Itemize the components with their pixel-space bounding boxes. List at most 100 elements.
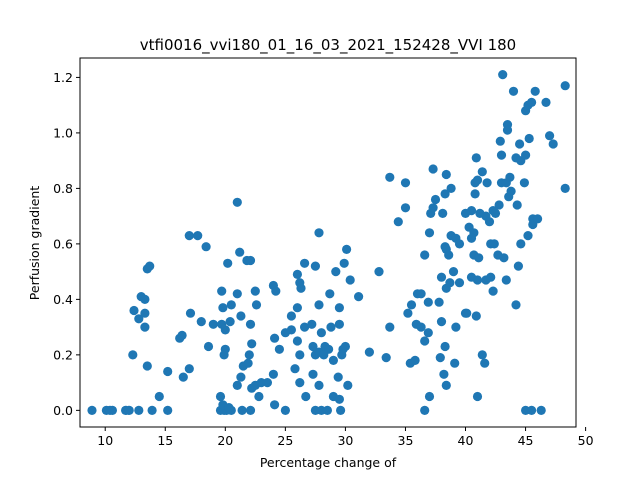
- data-point: [308, 369, 318, 379]
- data-point: [217, 319, 227, 329]
- data-point: [454, 239, 465, 249]
- data-point: [154, 391, 164, 402]
- data-point: [548, 139, 558, 149]
- data-point: [325, 289, 335, 299]
- data-point: [428, 164, 438, 174]
- data-point: [274, 344, 284, 354]
- y-axis: 0.0 0.2 0.4 0.6 0.8 1.0 1.2: [53, 70, 80, 418]
- y-tick-label: 0.8: [53, 181, 73, 196]
- data-point: [247, 339, 257, 349]
- data-point: [295, 278, 305, 288]
- data-point: [129, 305, 139, 316]
- data-point: [420, 250, 430, 260]
- data-point: [438, 208, 448, 218]
- data-point: [385, 172, 395, 182]
- data-point: [140, 322, 150, 332]
- data-point: [337, 350, 347, 360]
- data-point: [477, 167, 487, 177]
- data-point: [184, 364, 194, 374]
- chart-title: vtfi0016_vvi180_01_16_03_2021_152428_VVI…: [140, 36, 516, 55]
- data-point: [184, 231, 194, 241]
- data-point: [385, 322, 395, 332]
- data-point: [420, 405, 430, 415]
- data-point: [400, 178, 411, 188]
- data-point: [364, 347, 374, 357]
- data-point: [316, 328, 326, 338]
- data-point: [472, 391, 483, 402]
- y-tick-label: 1.0: [53, 125, 73, 140]
- data-point: [424, 391, 435, 402]
- data-point: [339, 258, 349, 268]
- x-tick-label: 35: [398, 433, 414, 448]
- data-point: [450, 358, 460, 368]
- data-point: [218, 303, 228, 313]
- data-point: [292, 303, 302, 313]
- data-point: [512, 200, 522, 210]
- data-point: [454, 278, 465, 288]
- data-point: [420, 336, 430, 346]
- data-point: [448, 267, 459, 277]
- data-point: [340, 341, 350, 352]
- data-point: [374, 267, 384, 277]
- data-point: [504, 192, 514, 202]
- data-point: [107, 405, 117, 415]
- data-point: [223, 258, 233, 268]
- data-point: [475, 208, 485, 218]
- data-point: [521, 150, 531, 160]
- data-point: [496, 150, 507, 160]
- y-tick-label: 0.0: [53, 403, 73, 418]
- data-point: [270, 333, 280, 343]
- data-point: [502, 125, 513, 135]
- x-tick-label: 10: [97, 433, 113, 448]
- data-point: [128, 350, 138, 360]
- data-point: [462, 308, 472, 318]
- data-point: [505, 172, 515, 182]
- data-point: [236, 311, 246, 321]
- data-point: [530, 86, 540, 96]
- data-point: [140, 308, 150, 318]
- data-point: [334, 319, 344, 329]
- data-point: [134, 314, 144, 324]
- data-point: [334, 303, 344, 313]
- data-point: [295, 378, 305, 388]
- data-point: [254, 391, 264, 402]
- data-point: [262, 378, 272, 388]
- data-point: [225, 317, 235, 327]
- data-point: [451, 322, 461, 332]
- data-point: [271, 286, 281, 296]
- data-point: [292, 336, 302, 346]
- data-point: [201, 242, 211, 252]
- data-point: [430, 194, 441, 205]
- data-point: [446, 183, 456, 193]
- data-point: [232, 289, 242, 299]
- data-point: [484, 217, 495, 227]
- x-axis: 10 15 20 25 30 35 40 45 50: [97, 427, 594, 448]
- data-point: [434, 297, 444, 307]
- data-point: [270, 400, 280, 410]
- data-point: [295, 350, 305, 360]
- data-point: [163, 366, 173, 377]
- x-tick-label: 45: [518, 433, 534, 448]
- x-tick-label: 20: [217, 433, 233, 448]
- data-point: [237, 405, 247, 415]
- data-points: [87, 70, 570, 415]
- data-point: [423, 328, 433, 338]
- data-point: [308, 341, 318, 352]
- data-point: [163, 405, 173, 415]
- data-point: [224, 403, 234, 413]
- data-point: [280, 405, 290, 415]
- data-point: [474, 253, 484, 263]
- data-point: [245, 405, 256, 415]
- data-point: [177, 330, 187, 340]
- x-tick-label: 50: [578, 433, 594, 448]
- data-point: [516, 239, 526, 249]
- data-point: [513, 261, 524, 271]
- data-point: [416, 322, 426, 332]
- data-point: [494, 200, 504, 210]
- data-point: [342, 244, 352, 254]
- data-point: [441, 169, 451, 180]
- data-point: [251, 300, 262, 310]
- data-point: [220, 344, 230, 354]
- data-point: [232, 197, 242, 207]
